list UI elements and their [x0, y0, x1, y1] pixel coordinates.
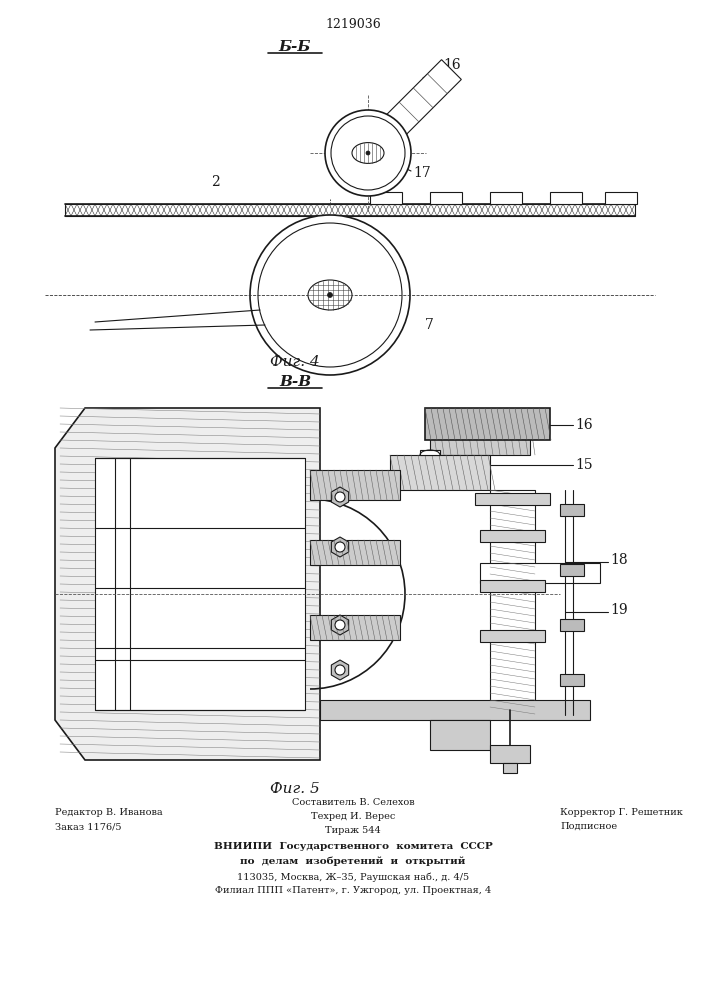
- Text: 113035, Москва, Ж–35, Раушская наб., д. 4/5: 113035, Москва, Ж–35, Раушская наб., д. …: [237, 872, 469, 882]
- Circle shape: [327, 292, 332, 298]
- Bar: [425, 408, 550, 440]
- Circle shape: [335, 542, 345, 552]
- Bar: [560, 564, 584, 576]
- Text: Фиг. 5: Фиг. 5: [270, 782, 320, 796]
- Text: 18: 18: [610, 553, 628, 567]
- Bar: [490, 490, 535, 710]
- Ellipse shape: [308, 280, 352, 310]
- Text: Редактор В. Иванова: Редактор В. Иванова: [55, 808, 163, 817]
- Text: Составитель В. Селехов: Составитель В. Селехов: [292, 798, 414, 807]
- Bar: [480, 630, 545, 642]
- Bar: [480, 530, 545, 542]
- Bar: [420, 450, 440, 455]
- Text: 17: 17: [413, 166, 431, 180]
- Text: Филиал ППП «Патент», г. Ужгород, ул. Проектная, 4: Филиал ППП «Патент», г. Ужгород, ул. Про…: [215, 886, 491, 895]
- Text: 15: 15: [575, 458, 592, 472]
- Circle shape: [250, 215, 410, 375]
- Text: В-В: В-В: [279, 375, 311, 389]
- Bar: [320, 700, 590, 720]
- Bar: [490, 745, 530, 763]
- Text: 7: 7: [425, 318, 434, 332]
- Text: 1219036: 1219036: [325, 18, 381, 31]
- Bar: [480, 580, 545, 592]
- Circle shape: [335, 620, 345, 630]
- Bar: [95, 458, 305, 710]
- Polygon shape: [385, 60, 462, 136]
- Bar: [480, 563, 600, 583]
- Bar: [390, 455, 490, 490]
- Bar: [310, 615, 400, 640]
- Polygon shape: [332, 487, 349, 507]
- Bar: [490, 192, 522, 204]
- Ellipse shape: [352, 143, 384, 163]
- Circle shape: [366, 151, 370, 155]
- Bar: [310, 470, 400, 500]
- Text: 16: 16: [575, 418, 592, 432]
- Text: Техред И. Верес: Техред И. Верес: [311, 812, 395, 821]
- Text: Б-Б: Б-Б: [279, 40, 311, 54]
- Bar: [430, 408, 530, 455]
- Text: 19: 19: [610, 603, 628, 617]
- Circle shape: [335, 665, 345, 675]
- Polygon shape: [332, 615, 349, 635]
- Text: 2: 2: [211, 175, 219, 189]
- Circle shape: [331, 116, 405, 190]
- Polygon shape: [332, 537, 349, 557]
- Bar: [65, 204, 635, 216]
- Text: Заказ 1176/5: Заказ 1176/5: [55, 822, 122, 831]
- Bar: [370, 192, 402, 204]
- Text: Корректор Г. Решетник: Корректор Г. Решетник: [560, 808, 683, 817]
- Bar: [310, 540, 400, 565]
- Text: Фиг. 4: Фиг. 4: [270, 355, 320, 369]
- Polygon shape: [55, 408, 320, 760]
- Bar: [605, 192, 637, 204]
- Circle shape: [335, 492, 345, 502]
- Text: 16: 16: [443, 58, 461, 72]
- Bar: [560, 504, 584, 516]
- Bar: [430, 192, 462, 204]
- Bar: [430, 720, 490, 750]
- Bar: [503, 763, 517, 773]
- Text: по  делам  изобретений  и  открытий: по делам изобретений и открытий: [240, 857, 466, 866]
- Bar: [560, 674, 584, 686]
- Text: Подписное: Подписное: [560, 822, 617, 831]
- Text: Тираж 544: Тираж 544: [325, 826, 381, 835]
- Polygon shape: [332, 660, 349, 680]
- Circle shape: [325, 110, 411, 196]
- Bar: [475, 493, 550, 505]
- Bar: [560, 619, 584, 631]
- Circle shape: [258, 223, 402, 367]
- Text: ВНИИПИ  Государственного  комитета  СССР: ВНИИПИ Государственного комитета СССР: [214, 842, 492, 851]
- Bar: [550, 192, 582, 204]
